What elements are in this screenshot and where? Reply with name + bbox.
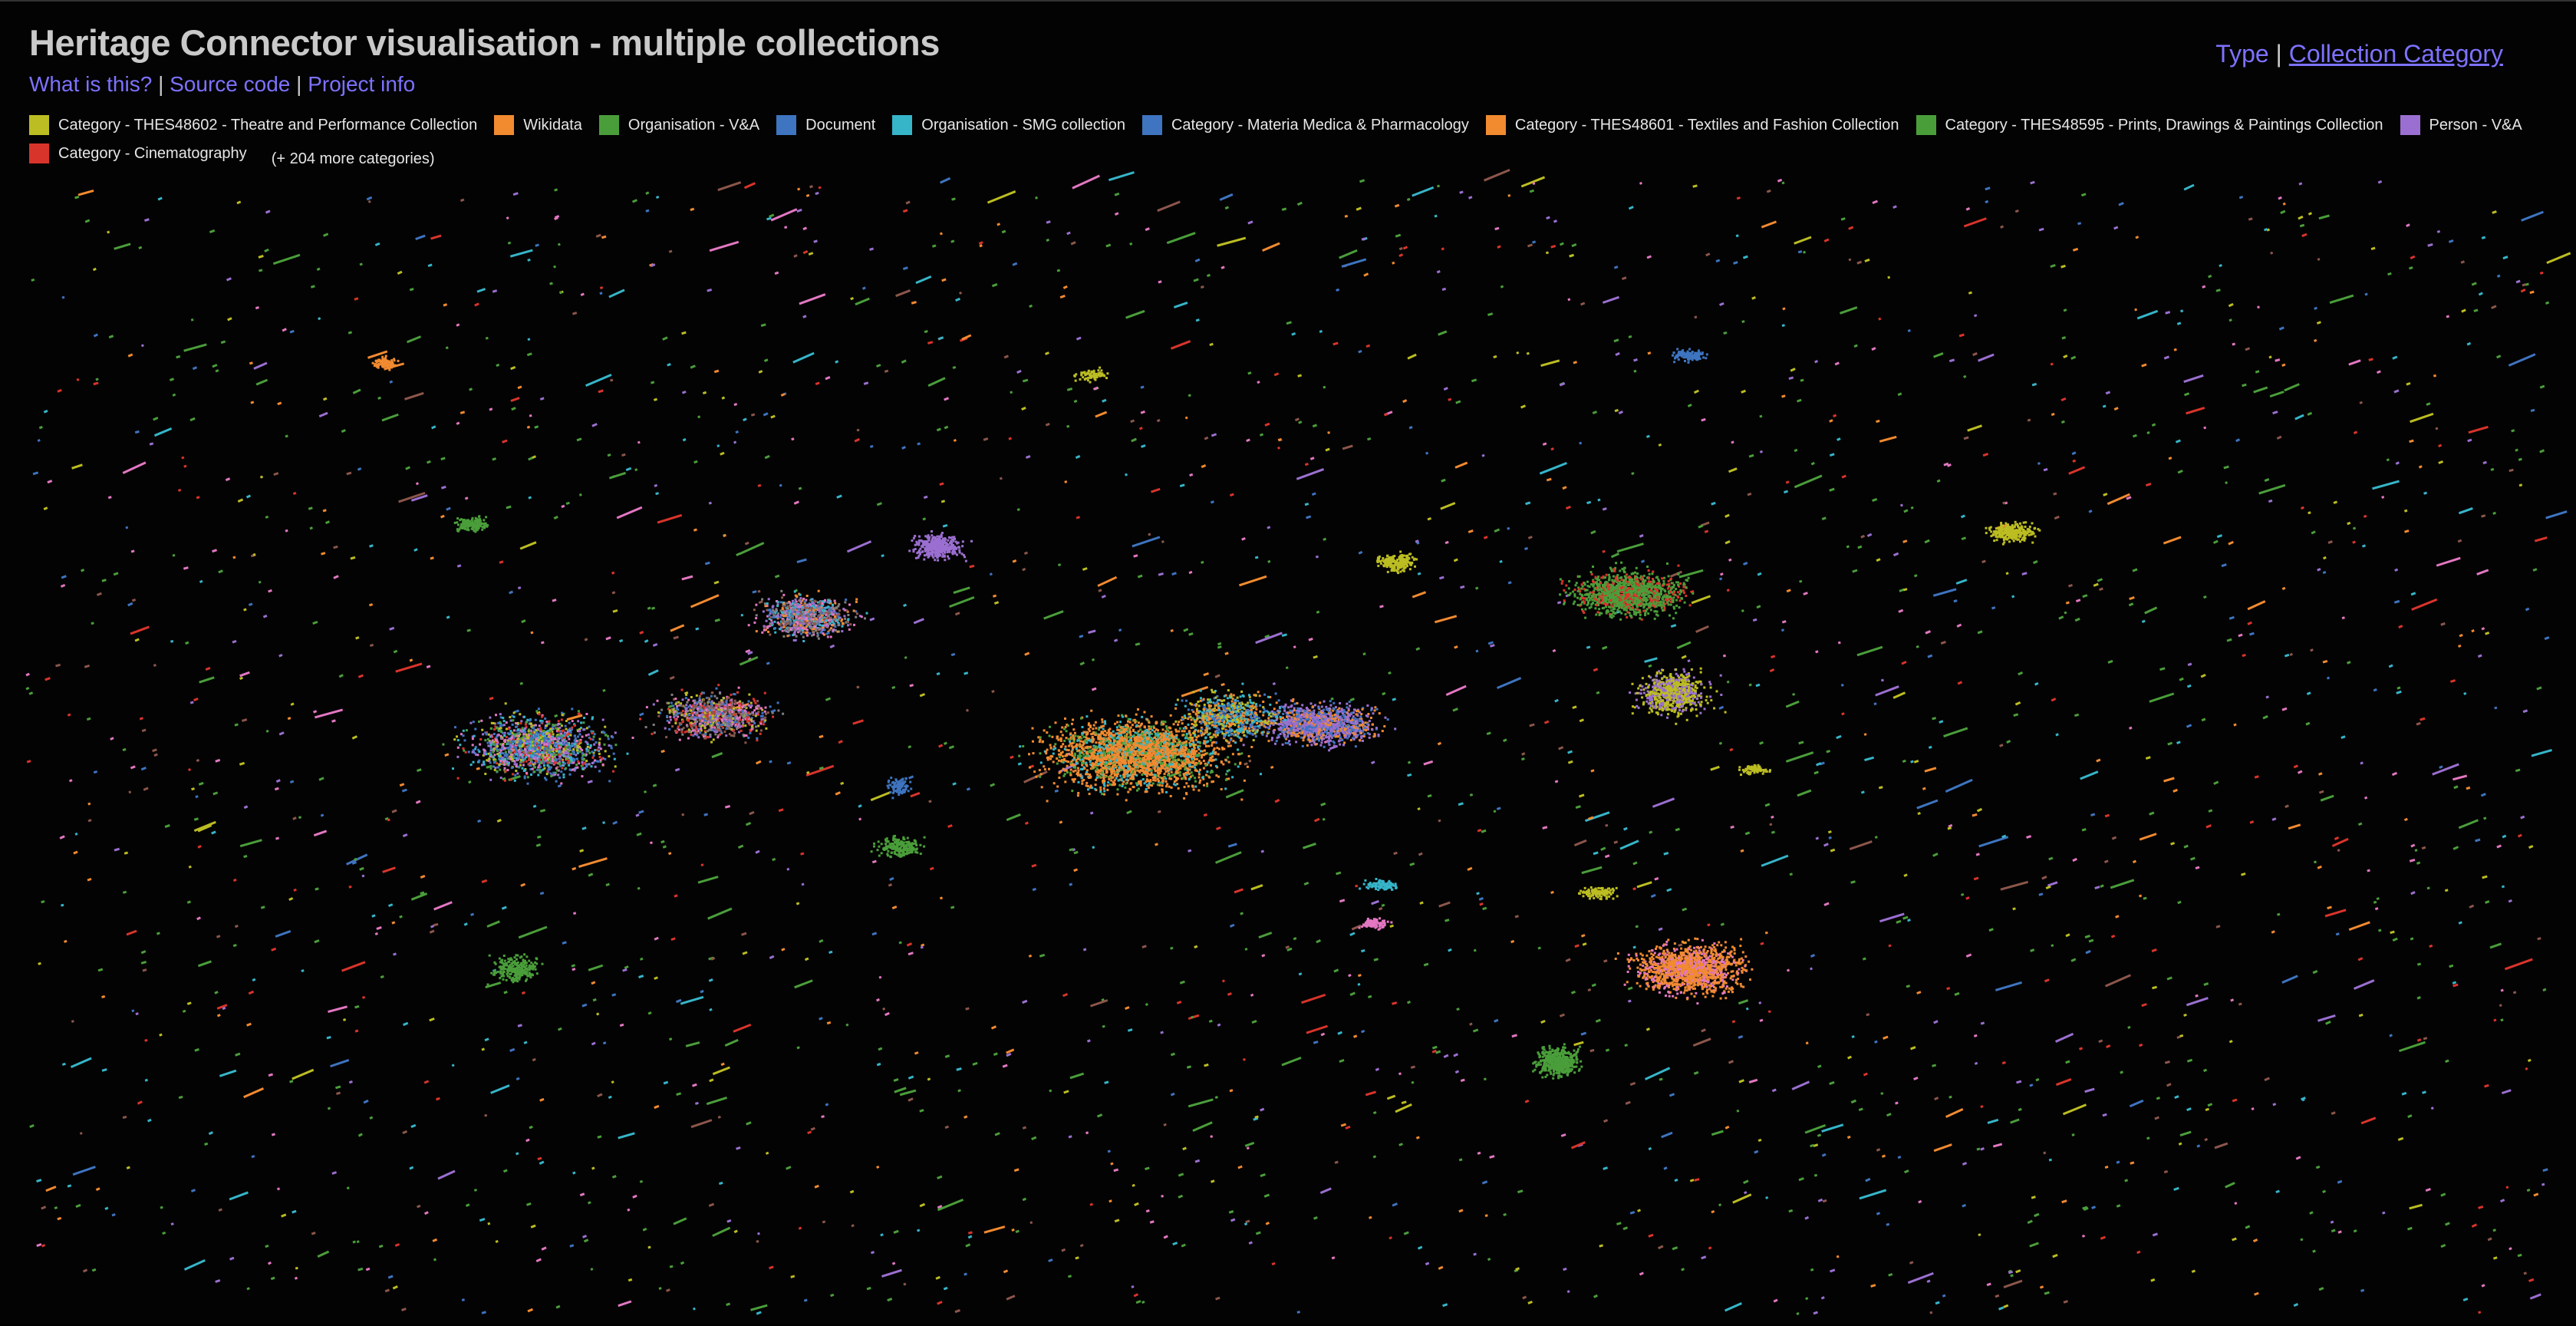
- legend-swatch: [2400, 115, 2420, 135]
- legend-swatch: [1916, 115, 1936, 135]
- point-cluster: [1629, 667, 1727, 725]
- point-cluster: [908, 530, 973, 562]
- legend-label: Category - THES48601 - Textiles and Fash…: [1514, 117, 1899, 134]
- info-links: What is this? | Source code | Project in…: [29, 72, 415, 97]
- point-cluster: [1559, 561, 1695, 621]
- point-cluster: [1672, 348, 1708, 364]
- legend-swatch: [29, 143, 49, 163]
- legend-label: Category - Cinematography: [58, 145, 247, 162]
- legend-item[interactable]: Wikidata: [494, 114, 582, 137]
- point-cluster: [1578, 886, 1619, 901]
- legend-label: Wikidata: [523, 117, 582, 134]
- legend-item[interactable]: Category - THES48601 - Textiles and Fash…: [1485, 114, 1899, 137]
- legend-swatch: [892, 115, 913, 135]
- legend-swatch: [1485, 115, 1506, 135]
- point-cluster: [1532, 1043, 1583, 1080]
- legend-item[interactable]: Organisation - SMG collection: [892, 114, 1125, 137]
- page-title: Heritage Connector visualisation - multi…: [29, 22, 940, 63]
- point-cluster: [442, 702, 634, 785]
- point-cluster: [1738, 764, 1771, 777]
- legend-swatch: [29, 115, 49, 135]
- point-cluster: [1018, 708, 1262, 803]
- legend-label: Person - V&A: [2429, 117, 2522, 134]
- legend-item[interactable]: Category - THES48595 - Prints, Drawings …: [1916, 114, 2383, 137]
- legend-swatch: [494, 115, 515, 135]
- source-code-link[interactable]: Source code: [170, 72, 291, 96]
- legend-label: Category - THES48602 - Theatre and Perfo…: [58, 117, 478, 134]
- legend-label: Organisation - SMG collection: [921, 117, 1125, 134]
- embedding-scatter-plot[interactable]: [0, 163, 2576, 1326]
- legend-item[interactable]: Category - Cinematography: [29, 142, 247, 165]
- point-cluster: [1985, 520, 2041, 546]
- legend-item[interactable]: Category - THES48602 - Theatre and Perfo…: [29, 114, 477, 137]
- legend-item[interactable]: Organisation - V&A: [598, 114, 760, 137]
- point-cluster: [870, 834, 926, 859]
- legend-label: Organisation - V&A: [628, 117, 760, 134]
- legend: Category - THES48602 - Theatre and Perfo…: [29, 114, 2561, 170]
- point-cluster: [1237, 699, 1397, 752]
- point-cluster: [1359, 878, 1398, 892]
- link-separator: |: [296, 72, 302, 96]
- project-info-link[interactable]: Project info: [308, 72, 416, 96]
- point-cluster: [1162, 682, 1295, 747]
- point-cluster: [453, 515, 489, 533]
- point-cluster: [1614, 937, 1754, 1005]
- legend-item[interactable]: Document: [776, 114, 875, 137]
- legend-swatch: [598, 115, 619, 135]
- scatter-background-points: [25, 168, 2571, 1315]
- more-categories-note: (+ 204 more categories): [271, 150, 435, 167]
- point-cluster: [486, 953, 544, 986]
- point-cluster: [740, 589, 868, 642]
- colour-by-switch: Type | Collection Category: [2215, 40, 2503, 68]
- legend-label: Category - Materia Medica & Pharmacology: [1171, 117, 1469, 134]
- point-cluster: [1073, 366, 1109, 384]
- point-cluster: [1376, 550, 1418, 575]
- point-cluster: [1358, 917, 1393, 931]
- point-cluster: [886, 777, 913, 800]
- colour-by-collection-category-link[interactable]: Collection Category: [2288, 40, 2503, 68]
- legend-label: Document: [805, 117, 876, 134]
- legend-swatch: [1141, 115, 1162, 135]
- legend-label: Category - THES48595 - Prints, Drawings …: [1945, 117, 2383, 134]
- point-cluster: [371, 355, 400, 371]
- link-separator: |: [158, 72, 164, 96]
- point-cluster: [639, 684, 785, 744]
- what-is-this-link[interactable]: What is this?: [29, 72, 153, 96]
- colour-by-type-link[interactable]: Type: [2215, 40, 2269, 68]
- legend-item[interactable]: Person - V&A: [2400, 114, 2522, 137]
- legend-item[interactable]: Category - Materia Medica & Pharmacology: [1141, 114, 1469, 137]
- legend-swatch: [776, 115, 797, 135]
- colour-switch-separator: |: [2275, 40, 2282, 68]
